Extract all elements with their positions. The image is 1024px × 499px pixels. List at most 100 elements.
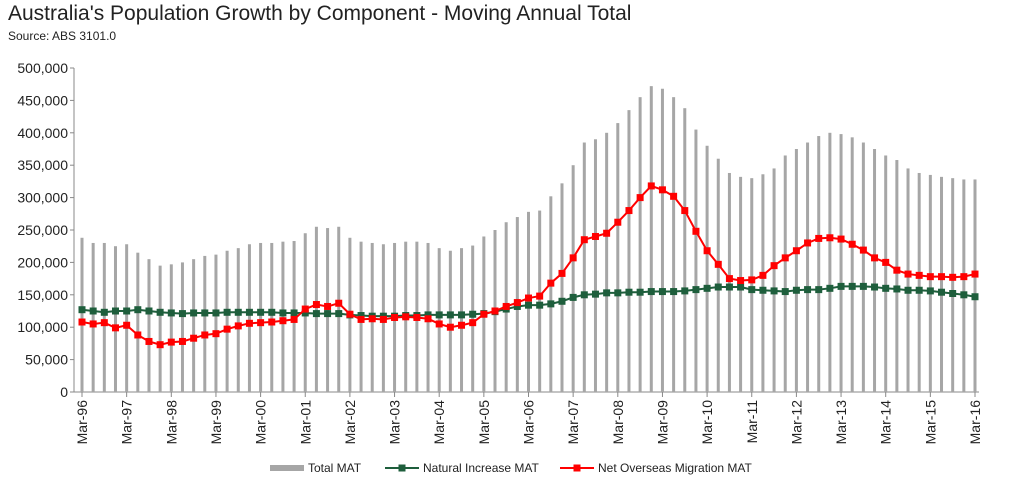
legend-marker: [398, 464, 406, 472]
marker: [614, 289, 622, 297]
bar: [794, 149, 798, 392]
x-tick-label: Mar-01: [297, 400, 313, 445]
marker: [78, 318, 86, 326]
marker: [871, 254, 879, 262]
marker: [491, 307, 499, 315]
marker: [792, 247, 800, 255]
bar: [694, 129, 698, 392]
marker: [100, 308, 108, 316]
marker: [212, 309, 220, 317]
marker: [111, 307, 119, 315]
bar: [225, 250, 229, 392]
marker: [368, 315, 376, 323]
marker: [636, 288, 644, 296]
marker: [781, 288, 789, 296]
bar: [259, 242, 263, 392]
bar: [169, 264, 173, 392]
bar: [683, 108, 687, 393]
bar: [973, 179, 977, 392]
marker: [469, 310, 477, 318]
marker: [167, 338, 175, 346]
x-tick-label: Mar-97: [119, 400, 135, 445]
x-tick-label: Mar-11: [744, 400, 760, 444]
marker: [201, 331, 209, 339]
marker: [78, 306, 86, 314]
marker: [938, 273, 946, 281]
bar: [314, 226, 318, 392]
marker: [111, 324, 119, 332]
marker: [949, 290, 957, 298]
marker: [859, 282, 867, 290]
x-tick-label: Mar-14: [878, 400, 894, 445]
marker: [536, 301, 544, 309]
legend-label: Total MAT: [308, 461, 362, 475]
marker: [670, 288, 678, 296]
marker: [960, 273, 968, 281]
marker: [960, 291, 968, 299]
x-tick-label: Mar-13: [833, 400, 849, 445]
marker: [692, 286, 700, 294]
x-tick-label: Mar-08: [610, 400, 626, 445]
bar: [895, 160, 899, 392]
x-tick-label: Mar-02: [342, 400, 358, 445]
marker: [190, 309, 198, 317]
legend-swatch: [270, 465, 304, 471]
bar: [716, 158, 720, 392]
marker: [257, 308, 265, 316]
marker: [458, 311, 466, 319]
y-tick-label: 500,000: [17, 60, 68, 76]
y-tick-label: 150,000: [17, 287, 68, 303]
bar: [783, 155, 787, 392]
bar: [649, 86, 653, 393]
bar: [761, 174, 765, 392]
bar: [873, 149, 877, 392]
marker: [893, 285, 901, 293]
marker: [223, 325, 231, 333]
marker: [525, 294, 532, 302]
marker: [335, 310, 343, 318]
marker: [446, 323, 454, 331]
x-tick-label: Mar-99: [208, 400, 224, 445]
marker: [926, 273, 934, 281]
marker: [759, 286, 767, 294]
marker: [145, 337, 153, 345]
marker: [446, 311, 454, 319]
marker: [290, 309, 298, 317]
chart-title: Australia's Population Growth by Compone…: [8, 2, 631, 25]
bar: [951, 178, 955, 392]
marker: [134, 331, 142, 339]
marker: [245, 319, 253, 327]
marker: [324, 302, 332, 310]
marker: [647, 182, 655, 190]
x-tick-label: Mar-09: [654, 400, 670, 445]
marker: [893, 266, 901, 274]
bar: [627, 110, 631, 393]
marker: [714, 283, 722, 291]
marker: [502, 302, 510, 310]
marker: [402, 313, 410, 321]
y-tick-label: 300,000: [17, 190, 68, 206]
marker: [257, 319, 265, 327]
bar: [460, 248, 464, 392]
x-tick-label: Mar-98: [163, 400, 179, 445]
marker: [190, 334, 198, 342]
x-tick-label: Mar-12: [788, 400, 804, 445]
bar: [593, 139, 597, 392]
marker: [804, 239, 812, 247]
marker: [268, 308, 276, 316]
marker: [547, 279, 555, 287]
marker: [603, 229, 611, 237]
marker: [201, 309, 209, 317]
marker: [871, 283, 879, 291]
marker: [178, 337, 186, 345]
bar: [861, 142, 865, 392]
bar: [917, 172, 921, 392]
marker: [480, 310, 488, 318]
x-tick-label: Mar-04: [431, 400, 447, 445]
bar: [158, 265, 162, 392]
marker: [837, 235, 845, 243]
bar: [638, 97, 642, 392]
marker: [770, 262, 778, 270]
marker: [558, 269, 566, 277]
bar: [571, 165, 575, 392]
